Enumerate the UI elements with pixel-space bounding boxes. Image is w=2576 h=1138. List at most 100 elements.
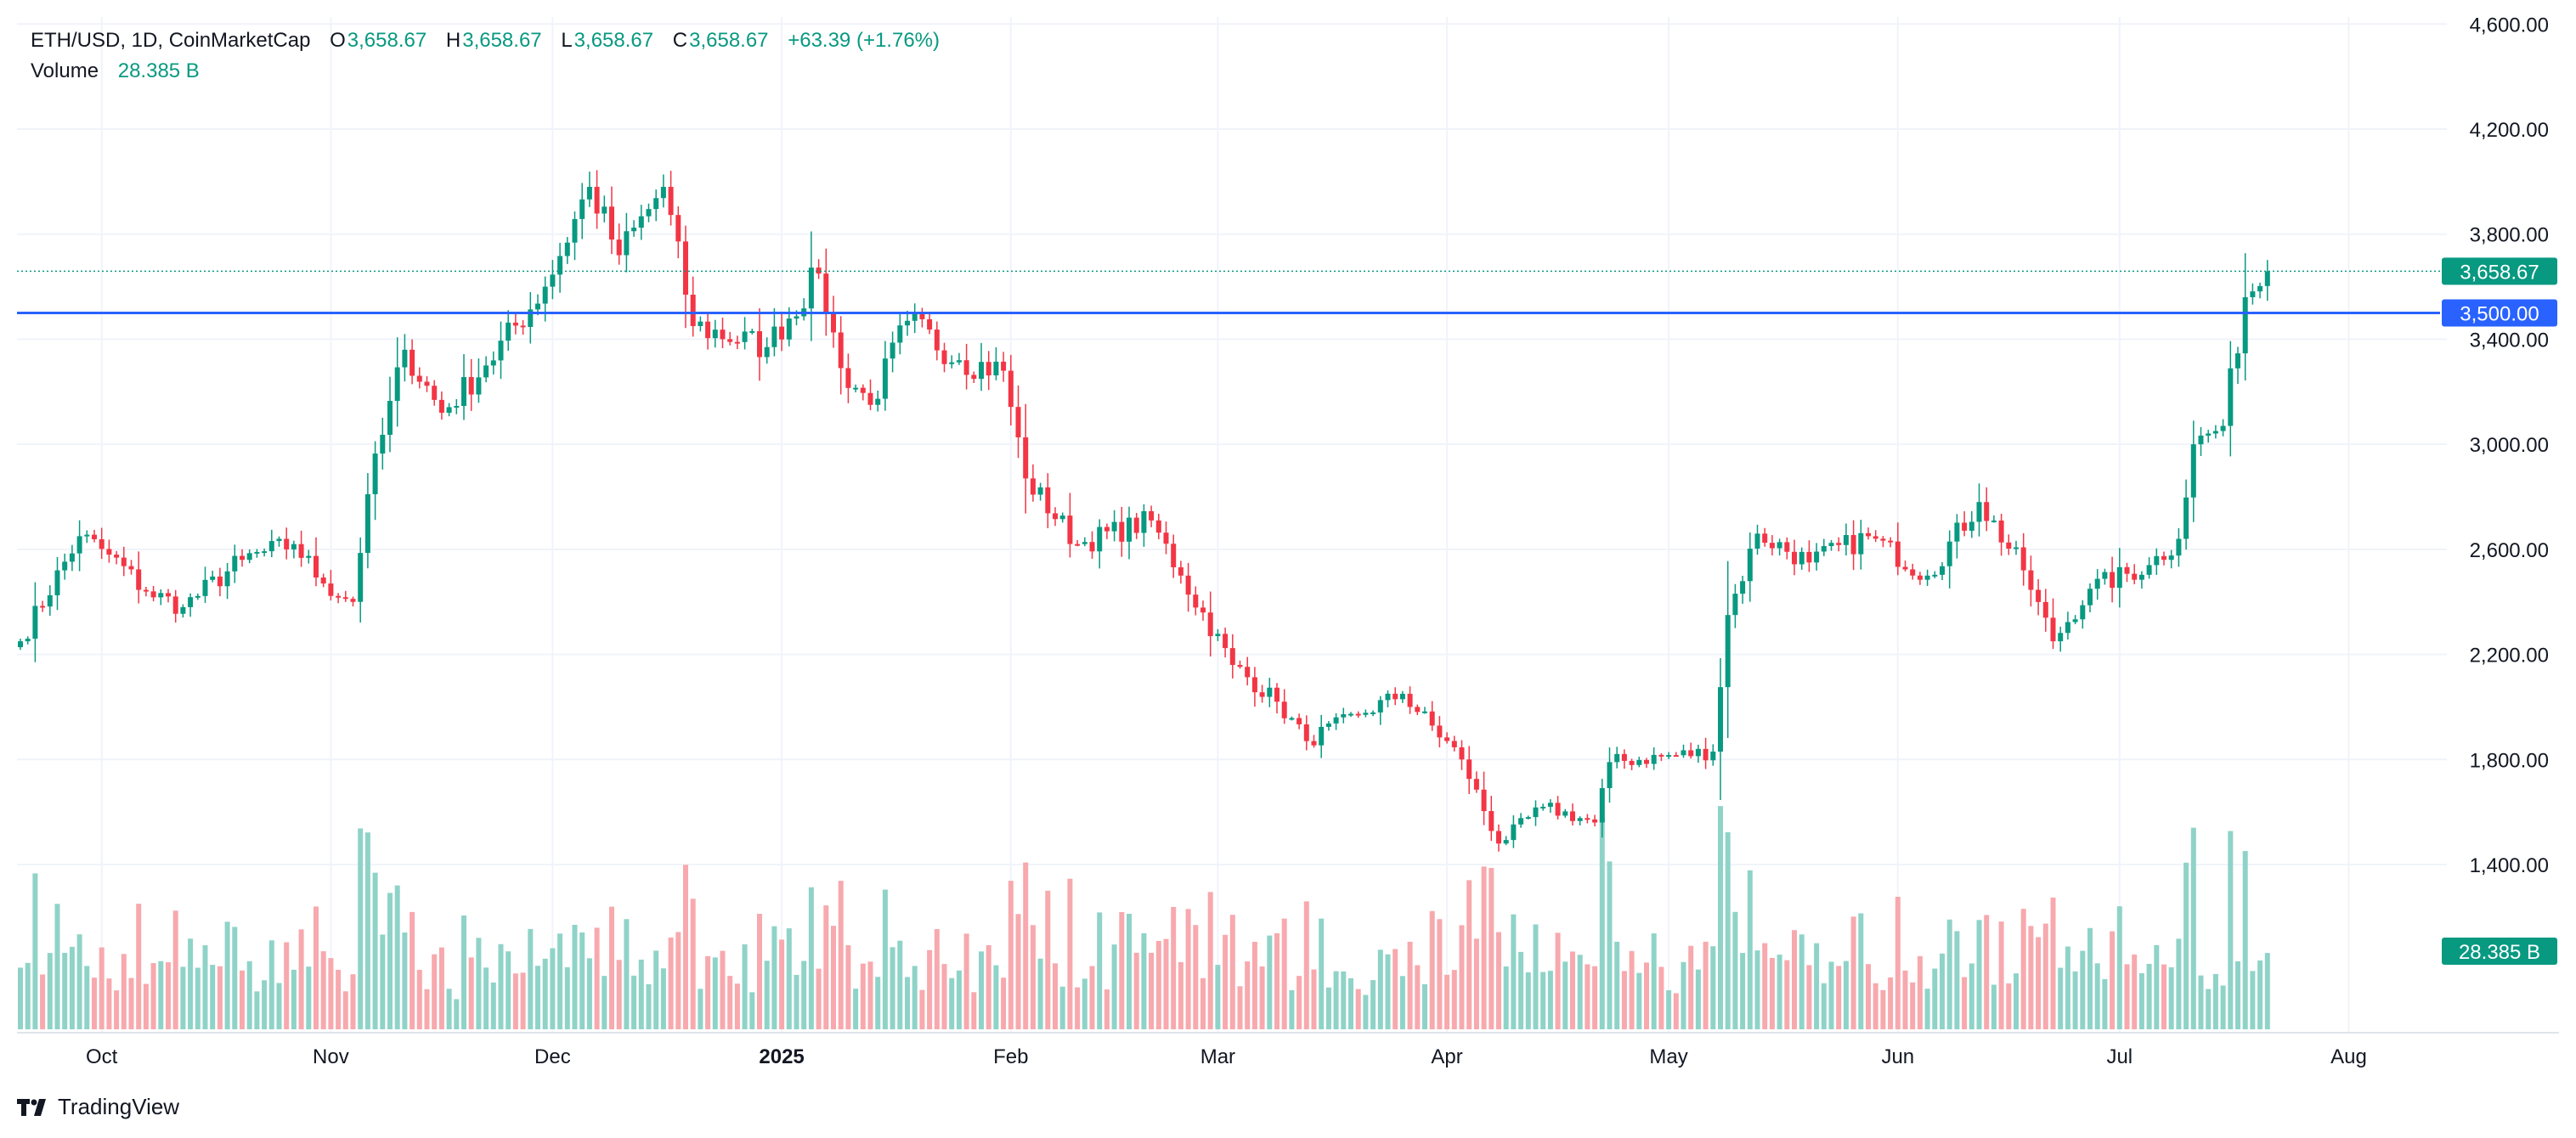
volume-bar <box>1267 935 1273 1029</box>
volume-bar <box>934 929 940 1029</box>
candle-body <box>2006 542 2012 549</box>
tradingview-brand[interactable]: TradingView <box>17 1094 179 1120</box>
volume-bar <box>1681 961 1686 1029</box>
volume-bar <box>1385 954 1391 1029</box>
candle-body <box>705 321 711 339</box>
candle-body <box>410 349 415 376</box>
candle-body <box>668 187 674 216</box>
volume-bar <box>786 928 792 1029</box>
volume-bar <box>1747 870 1753 1029</box>
candle-body <box>1614 753 1620 763</box>
close-value: 3,658.67 <box>689 29 769 52</box>
candle-body <box>394 367 400 402</box>
candle-body <box>853 387 859 390</box>
candle-body <box>1850 535 1856 555</box>
volume-bar <box>720 950 726 1029</box>
volume-bar <box>62 952 68 1029</box>
volume-bar <box>1237 986 1243 1029</box>
candle-body <box>653 198 659 210</box>
candle-body <box>2072 619 2078 623</box>
volume-bar <box>1281 918 1287 1029</box>
volume-bar <box>993 965 999 1029</box>
price-scale[interactable]: 1,400.00 1,800.00 2,200.00 2,600.00 3,000.00… <box>2470 14 2549 877</box>
volume-bar <box>1799 934 1805 1029</box>
volume-bar <box>1651 933 1657 1029</box>
candle-body <box>306 555 312 558</box>
volume-bar <box>1059 986 1065 1029</box>
volume-bar <box>1303 901 1309 1029</box>
candle-body <box>1348 713 1353 716</box>
candle-body <box>1155 520 1161 533</box>
volume-bar <box>1171 906 1177 1029</box>
candle-body <box>1547 803 1553 807</box>
volume-bar <box>1053 963 1058 1029</box>
volume-bar <box>638 959 644 1029</box>
volume-bar <box>69 946 75 1029</box>
candle-body <box>1104 527 1110 532</box>
volume-bar <box>136 904 142 1029</box>
tradingview-wordmark: TradingView <box>58 1094 180 1119</box>
candle-body <box>284 538 290 549</box>
candle-body <box>1688 750 1694 757</box>
candle-body <box>62 561 68 571</box>
volume-bar <box>1496 932 1501 1029</box>
candle-body <box>1281 701 1287 718</box>
symbol-title[interactable]: ETH/USD, 1D, CoinMarketCap <box>31 29 311 52</box>
volume-bar <box>624 919 630 1029</box>
volume-bar <box>1023 862 1029 1029</box>
volume-bar <box>542 958 548 1029</box>
candle-body <box>927 318 933 330</box>
volume-bar <box>1459 925 1465 1029</box>
volume-bar <box>2036 937 2042 1029</box>
candle-body <box>276 538 282 542</box>
volume-bar <box>1319 918 1325 1029</box>
volume-bar <box>963 933 969 1029</box>
candle-body <box>1355 713 1361 716</box>
volume-bar <box>646 983 652 1029</box>
candle-body <box>535 303 540 310</box>
candle-body <box>364 493 370 554</box>
chart-grid <box>17 17 2447 1033</box>
volume-bar <box>1644 962 1649 1029</box>
volume-bar <box>1828 961 1834 1029</box>
volume-bar <box>572 924 578 1029</box>
candle-body <box>76 536 82 554</box>
volume-bar <box>224 921 230 1029</box>
ohlc-legend: ETH/USD, 1D, CoinMarketCap O3,658.67 H3,… <box>31 29 941 53</box>
candle-body <box>99 538 105 549</box>
volume-bar <box>2138 972 2144 1029</box>
candle-body <box>2242 296 2248 354</box>
volume-value: 28.385 B <box>117 59 200 82</box>
volume-bar <box>771 926 777 1029</box>
candle-body <box>217 576 223 587</box>
candle-body <box>2110 572 2116 589</box>
volume-bar <box>705 955 711 1029</box>
volume-bar <box>2102 978 2108 1029</box>
candle-body <box>490 360 496 366</box>
volume-bar <box>25 962 31 1029</box>
volume-bar <box>2014 973 2019 1029</box>
candle-body <box>1311 741 1317 746</box>
candle-body <box>1393 693 1398 700</box>
candle-body <box>114 555 120 558</box>
candle-body <box>1902 566 1908 570</box>
volume-bar <box>1924 989 1930 1029</box>
time-scale[interactable]: Oct Nov Dec 2025 Feb Mar Apr May Jun Jul Aug <box>86 1045 2367 1068</box>
volume-bar <box>1614 941 1620 1029</box>
candle-body <box>1008 370 1014 408</box>
volume-legend: Volume 28.385 B <box>31 59 201 83</box>
volume-bar <box>2183 862 2189 1029</box>
candle-body <box>963 360 969 375</box>
candle-body <box>2028 570 2034 590</box>
volume-bar <box>2065 946 2070 1029</box>
candle-body <box>180 606 186 614</box>
volume-bar <box>1451 970 1457 1029</box>
volume-label[interactable]: Volume <box>31 59 99 82</box>
candle-body <box>1503 840 1509 844</box>
volume-bar <box>410 911 415 1029</box>
volume-bar <box>520 972 526 1029</box>
candle-body <box>609 206 614 240</box>
candle-body <box>2058 633 2064 642</box>
candle-body <box>188 597 194 607</box>
